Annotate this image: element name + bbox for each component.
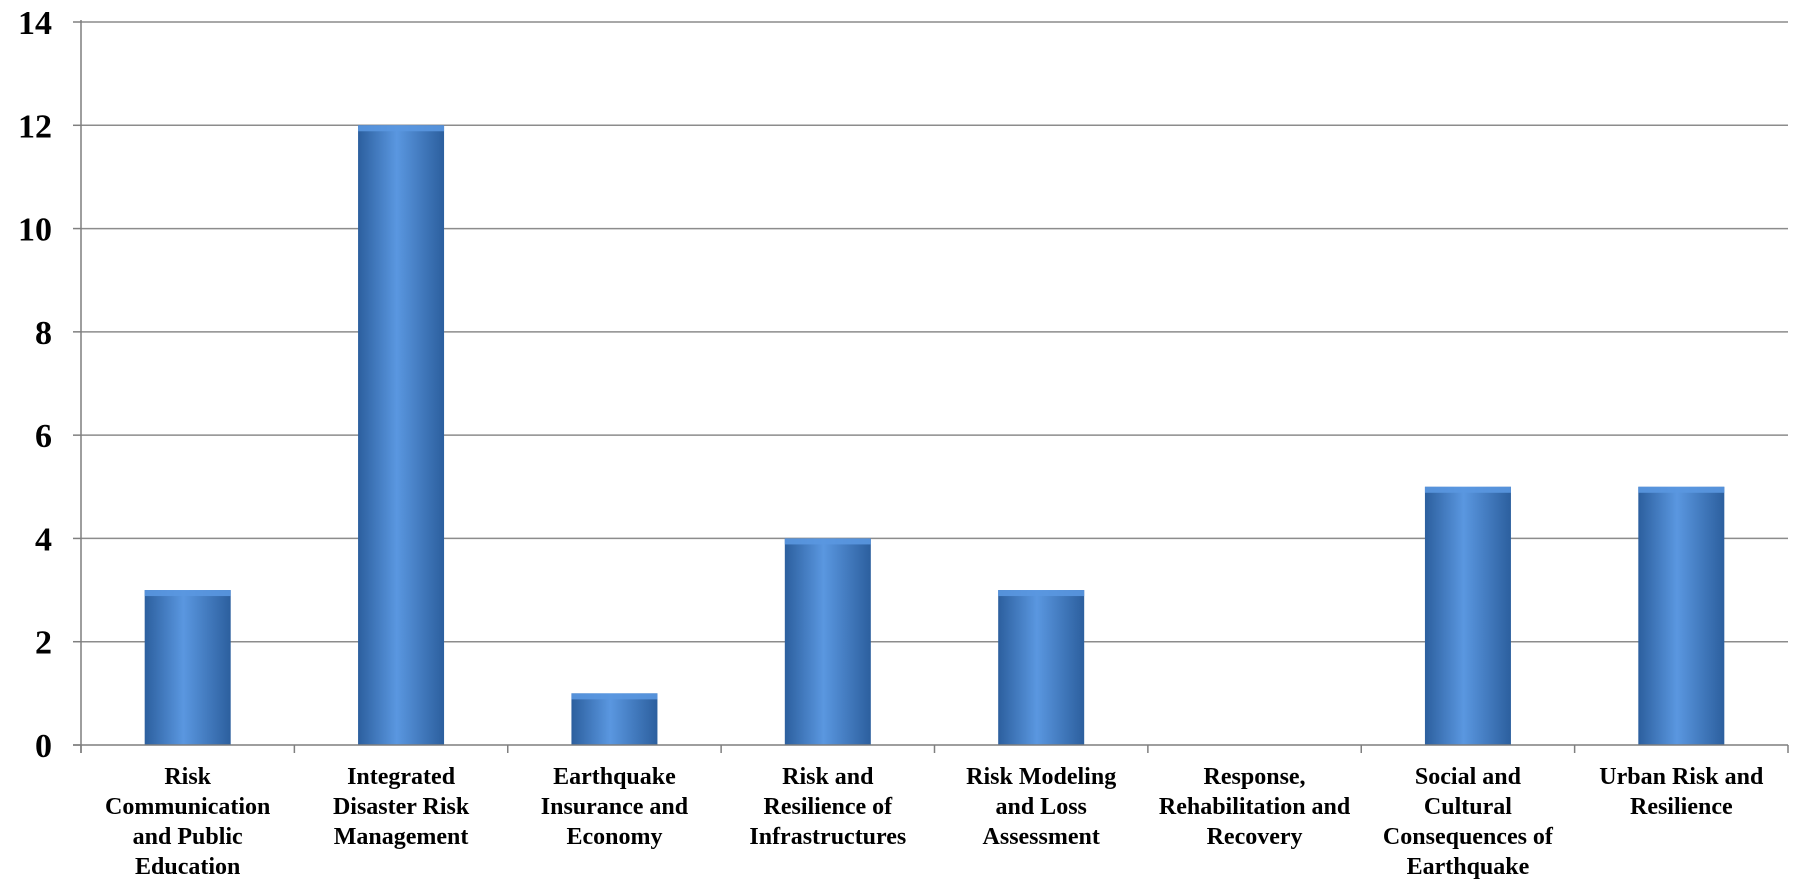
bar-cap xyxy=(571,693,658,700)
x-category-label-line: Resilience xyxy=(1630,794,1733,820)
bar xyxy=(571,693,658,745)
x-category-label-line: Recovery xyxy=(1207,824,1303,850)
y-tick-label: 14 xyxy=(18,5,52,42)
bar-body xyxy=(1424,486,1511,745)
x-category-label: Risk and Resilience of Infrastructures xyxy=(749,764,906,850)
x-category-label: Integrated Disaster Risk Management xyxy=(333,764,470,850)
x-category-label: Social and Cultural Consequences of Earthqu… xyxy=(1383,764,1554,880)
bar-body xyxy=(144,590,231,745)
bar-body xyxy=(571,693,658,745)
bar-cap xyxy=(1424,486,1511,493)
x-category-label-line: Management xyxy=(334,824,469,850)
bar-body xyxy=(1638,486,1725,745)
bar xyxy=(144,590,231,745)
y-tick-label: 6 xyxy=(35,418,52,455)
x-category-label-line: Resilience of xyxy=(764,794,894,820)
x-category-label-line: Earthquake xyxy=(553,764,676,790)
x-category-label: Risk Communication and Public Education xyxy=(105,764,270,880)
x-category-label-line: Disaster Risk xyxy=(333,794,470,820)
bar-cap xyxy=(998,590,1085,597)
bar-cap xyxy=(1638,486,1725,493)
gridlines xyxy=(81,21,1788,643)
x-category-label: Urban Risk and Resilience xyxy=(1599,764,1764,820)
x-category-label-line: Risk Modeling xyxy=(966,764,1116,790)
x-category-label-line: and Loss xyxy=(995,794,1086,820)
x-category-label-line: Communication xyxy=(105,794,270,820)
x-category-label-line: Cultural xyxy=(1424,794,1512,820)
x-category-label-line: Infrastructures xyxy=(749,824,906,850)
x-category-label-line: Social and xyxy=(1415,764,1522,790)
y-tick-label: 2 xyxy=(35,625,52,662)
y-tick-label: 0 xyxy=(35,728,52,765)
bar-body xyxy=(358,125,445,746)
y-tick-label: 4 xyxy=(35,521,52,558)
x-category-label-line: Consequences of xyxy=(1383,824,1554,850)
bar-body xyxy=(998,590,1085,745)
x-category-label-line: Urban Risk and xyxy=(1599,764,1764,790)
x-category-label-line: and Public xyxy=(133,824,243,850)
bar xyxy=(1424,486,1511,745)
x-category-label: Response, Rehabilitation and Recovery xyxy=(1159,764,1351,850)
y-tick-label: 12 xyxy=(18,108,52,145)
x-category-label-line: Integrated xyxy=(347,764,456,790)
x-category-label: Risk Modeling and Loss Assessment xyxy=(966,764,1116,850)
y-tick-label: 10 xyxy=(18,212,52,249)
y-axis-tick-labels: 0 2 4 6 8 10 12 14 xyxy=(18,5,52,765)
x-category-label-line: Insurance and xyxy=(541,794,689,820)
x-category-label-line: Response, xyxy=(1204,764,1306,790)
bar-cap xyxy=(784,538,871,545)
bar xyxy=(358,125,445,746)
x-category-label-line: Risk xyxy=(164,764,211,790)
axes xyxy=(73,20,1789,753)
bar xyxy=(1638,486,1725,745)
bar-body xyxy=(784,538,871,745)
x-category-label-line: Education xyxy=(135,854,240,880)
y-tick-label: 8 xyxy=(35,315,52,352)
x-category-label-line: Rehabilitation and xyxy=(1159,794,1351,820)
x-axis-category-labels: Risk Communication and Public Education Inte… xyxy=(105,764,1764,880)
x-category-label: Earthquake Insurance and Economy xyxy=(541,764,689,850)
bar xyxy=(998,590,1085,745)
x-category-label-line: Earthquake xyxy=(1407,854,1530,880)
bar-cap xyxy=(358,125,445,132)
bars xyxy=(144,125,1725,746)
bar-cap xyxy=(144,590,231,597)
x-category-label-line: Assessment xyxy=(983,824,1100,850)
x-category-label-line: Economy xyxy=(566,824,662,850)
bar xyxy=(784,538,871,745)
x-category-label-line: Risk and xyxy=(782,764,874,790)
